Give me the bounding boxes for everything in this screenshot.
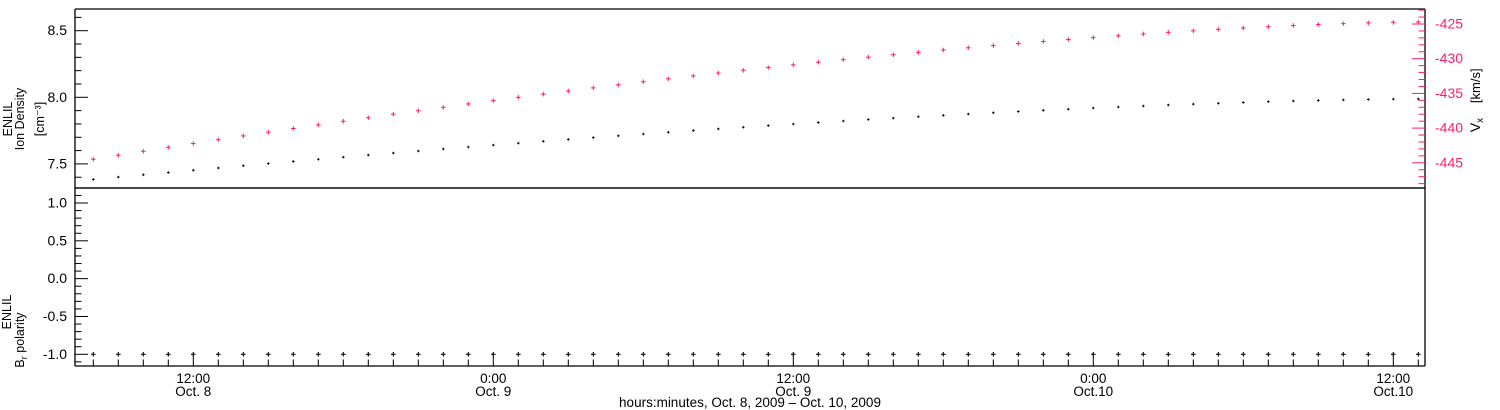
svg-text:8.5: 8.5 bbox=[48, 22, 68, 38]
svg-text:Ion Density: Ion Density bbox=[13, 87, 27, 150]
svg-text:-435: -435 bbox=[1435, 85, 1463, 101]
svg-text:8.0: 8.0 bbox=[48, 89, 68, 105]
svg-text:-445: -445 bbox=[1435, 154, 1463, 170]
svg-text:Oct. 8: Oct. 8 bbox=[175, 384, 211, 399]
svg-text:Oct.10: Oct.10 bbox=[1073, 384, 1113, 399]
svg-text:0.0: 0.0 bbox=[48, 270, 68, 286]
svg-text:Oct.10: Oct.10 bbox=[1373, 384, 1413, 399]
svg-text:[cm⁻³]: [cm⁻³] bbox=[33, 102, 47, 136]
svg-text:Oct. 9: Oct. 9 bbox=[475, 384, 511, 399]
svg-text:[km/s]: [km/s] bbox=[1468, 68, 1483, 103]
svg-text:7.5: 7.5 bbox=[48, 155, 68, 171]
svg-text:-425: -425 bbox=[1435, 16, 1463, 32]
svg-text:0.5: 0.5 bbox=[48, 232, 68, 248]
svg-text:-440: -440 bbox=[1435, 120, 1463, 136]
svg-text:-1.0: -1.0 bbox=[43, 346, 67, 362]
svg-text:hours:minutes, Oct. 8, 2009 –: hours:minutes, Oct. 8, 2009 – Oct. 10, 2… bbox=[619, 395, 881, 410]
svg-text:ENLIL: ENLIL bbox=[0, 295, 14, 330]
svg-text:1.0: 1.0 bbox=[48, 195, 68, 211]
svg-text:-430: -430 bbox=[1435, 50, 1463, 66]
svg-text:-0.5: -0.5 bbox=[43, 308, 67, 324]
